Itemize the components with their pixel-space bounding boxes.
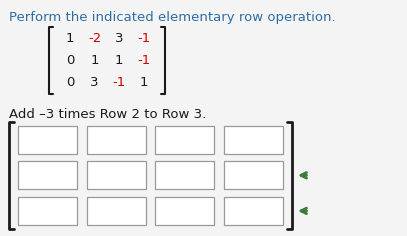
- Bar: [18, 161, 77, 189]
- Text: 1: 1: [90, 54, 99, 67]
- Text: 0: 0: [66, 54, 74, 67]
- Bar: [87, 126, 146, 154]
- Bar: [224, 126, 283, 154]
- Text: 3: 3: [115, 32, 123, 46]
- Text: 1: 1: [115, 54, 123, 67]
- Text: 3: 3: [90, 76, 99, 89]
- Bar: [155, 161, 214, 189]
- Bar: [87, 161, 146, 189]
- Bar: [224, 161, 283, 189]
- Text: -1: -1: [137, 32, 151, 46]
- Text: -1: -1: [113, 76, 126, 89]
- Text: Perform the indicated elementary row operation.: Perform the indicated elementary row ope…: [9, 11, 336, 24]
- Bar: [155, 197, 214, 225]
- Bar: [18, 197, 77, 225]
- Text: Add –3 times Row 2 to Row 3.: Add –3 times Row 2 to Row 3.: [9, 108, 206, 121]
- Bar: [87, 197, 146, 225]
- Bar: [155, 126, 214, 154]
- Bar: [18, 126, 77, 154]
- Text: 1: 1: [66, 32, 74, 46]
- Text: -2: -2: [88, 32, 101, 46]
- Text: -1: -1: [137, 54, 151, 67]
- Text: 1: 1: [140, 76, 148, 89]
- Bar: [224, 197, 283, 225]
- Text: 0: 0: [66, 76, 74, 89]
